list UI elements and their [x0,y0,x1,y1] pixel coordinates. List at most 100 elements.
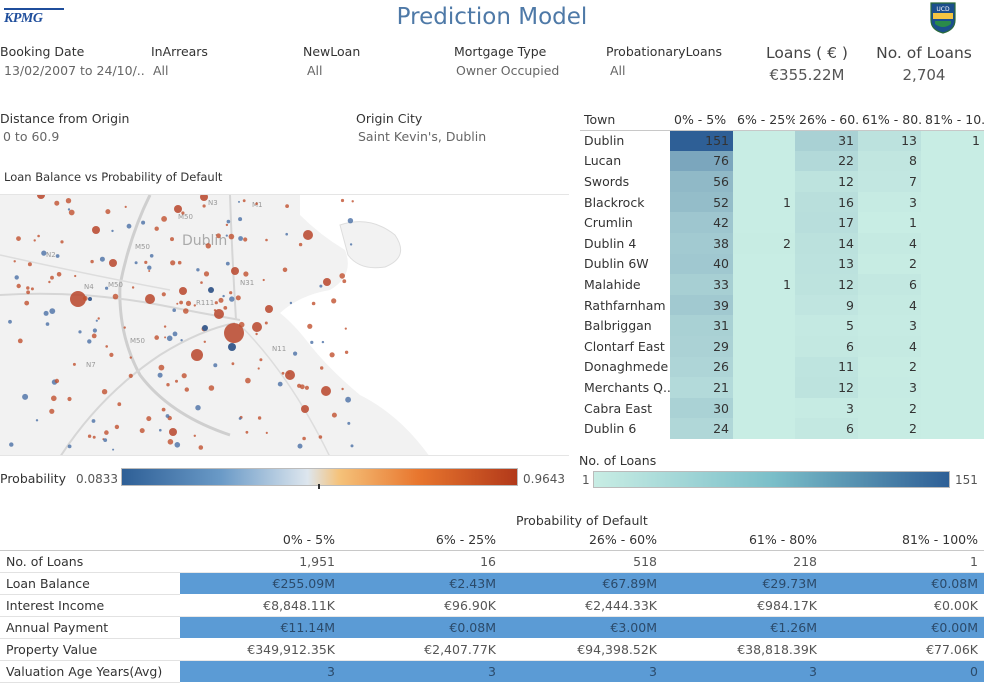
loan-point[interactable] [13,260,16,263]
loan-point[interactable] [205,243,211,249]
loan-point[interactable] [90,259,94,264]
town-cell[interactable] [733,356,795,378]
loan-point[interactable] [126,223,132,229]
loan-point[interactable] [341,387,344,391]
town-row[interactable]: Dublin 4 38 2 14 4 [580,232,984,254]
loan-point[interactable] [287,371,290,375]
town-cell[interactable]: 17 [795,212,858,233]
loan-point[interactable] [131,286,135,289]
town-cell[interactable]: 26 [670,356,733,378]
loan-point[interactable] [285,370,295,380]
town-row[interactable]: Cabra East 30 3 2 [580,397,984,419]
loan-point[interactable] [238,321,245,328]
loan-point[interactable] [51,395,57,402]
loan-point[interactable] [255,202,258,205]
loan-point[interactable] [87,434,92,438]
loan-point[interactable] [103,438,108,442]
column-header-61-80[interactable]: 61% - 80.. [858,110,921,131]
summary-cell[interactable]: 218 [663,550,823,573]
loan-point[interactable] [321,340,325,344]
summary-cell[interactable]: 3 [341,660,502,683]
town-row[interactable]: Swords 56 12 7 [580,171,984,192]
summary-cell[interactable]: 3 [180,660,341,683]
town-row[interactable]: Dublin 151 31 13 1 [580,130,984,151]
town-cell[interactable]: 3 [858,377,921,398]
loan-point[interactable] [49,308,56,314]
town-cell[interactable]: 4 [858,294,921,316]
loan-point[interactable] [329,352,335,358]
loan-point[interactable] [134,261,138,265]
loan-point[interactable] [114,424,120,430]
column-header-61-80[interactable]: 61% - 80% [663,530,823,551]
loan-point[interactable] [225,234,228,237]
town-cell[interactable]: 33 [670,274,733,295]
filter-value[interactable]: Owner Occupied [456,63,560,78]
loan-point[interactable] [48,280,51,284]
loan-point[interactable] [259,358,263,362]
loan-point[interactable] [229,296,235,302]
loan-point[interactable] [323,278,331,286]
loan-point[interactable] [99,256,105,262]
loan-point[interactable] [311,301,316,306]
loan-point[interactable] [26,290,30,295]
loan-point[interactable] [164,336,167,339]
loan-point[interactable] [67,444,72,449]
loan-point[interactable] [26,286,30,290]
loan-point[interactable] [208,287,214,293]
filter-value[interactable]: All [610,63,626,78]
summary-cell[interactable]: €67.89M [502,572,663,595]
town-cell[interactable]: 1 [733,274,795,295]
loan-point[interactable] [282,267,288,273]
town-cell[interactable]: 11 [795,356,858,378]
town-cell[interactable] [921,356,984,378]
town-cell[interactable] [921,418,984,439]
town-cell[interactable]: 39 [670,294,733,316]
loan-point[interactable] [67,208,71,211]
loan-point[interactable] [87,339,92,344]
town-cell[interactable]: 52 [670,191,733,213]
loan-point[interactable] [265,431,268,434]
town-cell[interactable]: 31 [670,315,733,336]
town-cell[interactable]: 12 [795,377,858,398]
loan-point[interactable] [179,287,187,295]
loan-point[interactable] [91,419,96,423]
loan-point[interactable] [319,284,323,288]
loan-point[interactable] [92,435,96,439]
loan-point[interactable] [213,363,218,368]
loan-point[interactable] [50,275,54,280]
loan-point[interactable] [195,405,201,411]
filter-value[interactable]: Saint Kevin's, Dublin [358,129,487,144]
town-cell[interactable]: 2 [733,232,795,254]
town-cell[interactable]: 16 [795,191,858,213]
loan-point[interactable] [170,237,174,242]
loan-point[interactable] [41,250,47,256]
loan-point[interactable] [228,233,235,240]
loan-point[interactable] [200,195,208,201]
loan-point[interactable] [33,239,36,242]
town-cell[interactable]: 6 [858,274,921,295]
loan-point[interactable] [8,319,12,324]
town-cell[interactable] [921,397,984,419]
loan-point[interactable] [45,322,50,326]
loan-point[interactable] [293,351,298,356]
summary-row[interactable]: Annual Payment €11.14M €0.08M €3.00M €1.26M €… [0,616,984,639]
town-cell[interactable]: 21 [670,377,733,398]
loan-point[interactable] [196,268,200,272]
summary-cell[interactable]: €94,398.52K [502,638,663,661]
column-header-6-25[interactable]: 6% - 25% [733,110,795,131]
loan-point[interactable] [304,385,309,390]
loan-point[interactable] [285,204,289,208]
loan-point[interactable] [344,350,349,354]
loan-point[interactable] [281,371,285,375]
town-row[interactable]: Lucan 76 22 8 [580,150,984,172]
town-row[interactable]: Blackrock 52 1 16 3 [580,191,984,213]
summary-row[interactable]: Loan Balance €255.09M €2.43M €67.89M €29.73M… [0,572,984,595]
loan-point[interactable] [184,387,189,392]
loan-point[interactable] [165,414,170,418]
loan-point[interactable] [56,272,62,277]
loan-point[interactable] [78,330,82,334]
loan-point[interactable] [148,270,151,272]
column-header-town[interactable]: Town [580,110,670,131]
loan-point[interactable] [203,340,206,343]
loan-point[interactable] [181,211,185,215]
